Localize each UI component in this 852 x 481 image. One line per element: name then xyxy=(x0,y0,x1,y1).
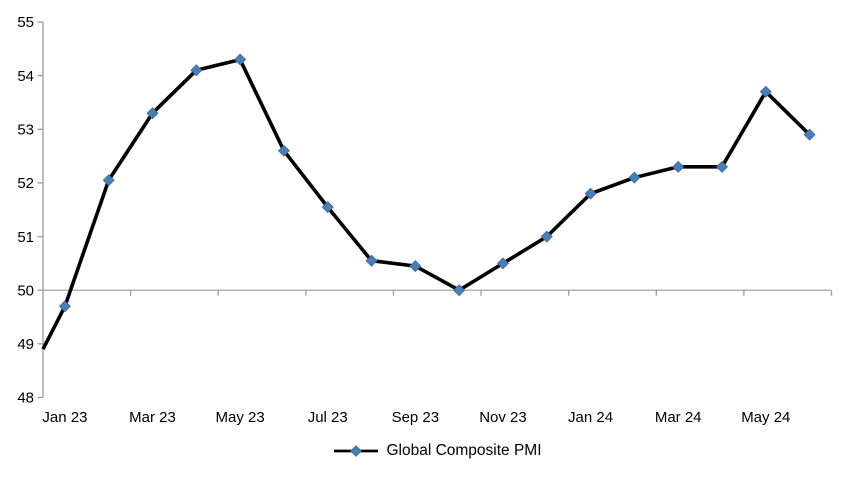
data-point-marker xyxy=(234,53,247,66)
y-tick-label: 52 xyxy=(17,175,34,192)
data-point-marker xyxy=(58,300,71,313)
x-tick-label: Mar 23 xyxy=(129,409,176,426)
data-point-marker xyxy=(759,85,772,98)
series-line xyxy=(41,57,811,351)
data-point-marker xyxy=(102,174,115,187)
y-axis-group: 55 54 53 52 51 50 49 48 xyxy=(17,14,44,407)
data-point-marker xyxy=(277,144,290,157)
data-point-marker xyxy=(453,284,466,297)
y-tick-label: 55 xyxy=(17,14,34,31)
x-tick-label: Nov 23 xyxy=(479,409,527,426)
data-point-marker xyxy=(190,64,203,77)
data-point-marker xyxy=(321,201,334,214)
data-point-marker xyxy=(540,230,553,243)
y-tick-label: 50 xyxy=(17,282,34,299)
y-tick-label: 49 xyxy=(17,336,34,353)
x-tick-label: Jan 23 xyxy=(42,409,87,426)
data-point-marker xyxy=(409,260,422,273)
data-point-marker xyxy=(628,171,641,184)
data-point-marker xyxy=(584,187,597,200)
legend-marker-icon xyxy=(334,445,379,457)
x-tick-label: Mar 24 xyxy=(655,409,702,426)
data-point-marker xyxy=(146,107,159,120)
x-axis-group: Jan 23 Mar 23 May 23 Jul 23 Sep 23 Nov 23 Jan … xyxy=(42,289,833,426)
y-tick-label: 53 xyxy=(17,121,34,138)
x-tick-label: May 24 xyxy=(741,409,790,426)
y-tick-label: 51 xyxy=(17,229,34,246)
data-point-marker xyxy=(715,160,728,173)
data-point-marker xyxy=(365,254,378,267)
x-tick-label: May 23 xyxy=(216,409,265,426)
markers-group xyxy=(58,53,816,313)
y-tick-label: 54 xyxy=(17,68,34,85)
x-tick-label: Jul 23 xyxy=(308,409,348,426)
y-tick-label: 48 xyxy=(17,390,34,407)
legend-label: Global Composite PMI xyxy=(386,442,542,460)
x-tick-label: Sep 23 xyxy=(392,409,440,426)
data-point-marker xyxy=(672,160,685,173)
x-tick-label: Jan 24 xyxy=(568,409,613,426)
data-point-marker xyxy=(496,257,509,270)
data-point-marker xyxy=(803,128,816,141)
legend: Global Composite PMI xyxy=(43,440,832,462)
